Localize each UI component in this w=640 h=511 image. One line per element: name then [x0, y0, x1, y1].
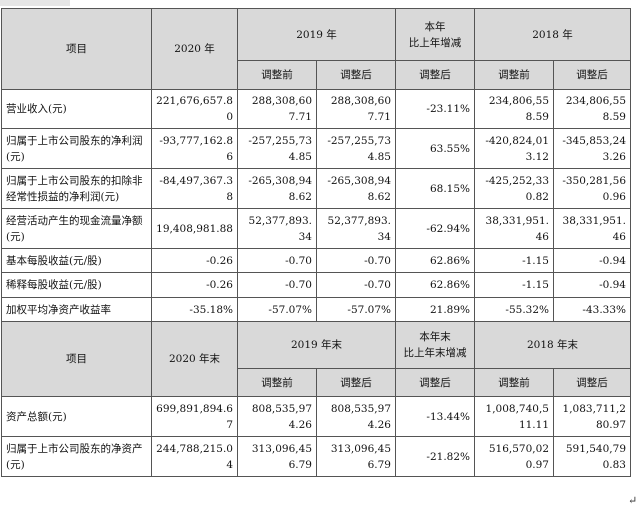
- cell-2019-before: -257,255,734.85: [237, 128, 317, 169]
- cell-2018-after: 38,331,951.46: [553, 208, 631, 249]
- cell-2018-after: -350,281,560.96: [553, 168, 631, 209]
- row-label: 加权平均净资产收益率: [1, 297, 152, 322]
- table-row: 营业收入(元) 221,676,657.80 288,308,607.71 28…: [1, 89, 631, 129]
- cell-change: 21.89%: [395, 297, 475, 322]
- cell-2018-after: 1,083,711,280.97: [553, 396, 631, 437]
- cell-2018-before: 516,570,020.97: [474, 436, 554, 477]
- top-edge-mark: [0, 0, 70, 6]
- cell-2020: 699,891,894.67: [151, 396, 238, 437]
- header-2018-before: 调整前: [474, 60, 554, 90]
- header-2019-end: 2019 年末: [237, 321, 396, 369]
- header-2019-after: 调整后: [316, 60, 396, 90]
- cell-2018-after: -43.33%: [553, 297, 631, 322]
- header-2018: 2018 年: [474, 8, 631, 61]
- cell-2018-after: -0.94: [553, 272, 631, 298]
- cell-2019-before: -0.70: [237, 248, 317, 273]
- row-label: 经营活动产生的现金流量净额(元): [1, 208, 152, 249]
- cell-2018-after: 591,540,790.83: [553, 436, 631, 477]
- section1-header-row: 项目 2020 年 2019 年 本年 比上年增减 2018 年: [1, 8, 631, 90]
- header-change-after: 调整后: [395, 368, 475, 397]
- cell-2020: 221,676,657.80: [151, 89, 238, 129]
- header-2018-before: 调整前: [474, 368, 554, 397]
- cell-2018-before: 1,008,740,511.11: [474, 396, 554, 437]
- cell-2019-after: -0.70: [316, 272, 396, 298]
- header-2020: 2020 年: [151, 8, 238, 90]
- cell-2019-after: -257,255,734.85: [316, 128, 396, 169]
- cell-2019-before: 313,096,456.79: [237, 436, 317, 477]
- cell-2018-before: -55.32%: [474, 297, 554, 322]
- table-row: 经营活动产生的现金流量净额(元) 19,408,981.88 52,377,89…: [1, 208, 631, 249]
- cell-change: 62.86%: [395, 248, 475, 273]
- paragraph-mark: ↵: [628, 494, 638, 507]
- cell-2020: -0.26: [151, 272, 238, 298]
- cell-2019-before: 52,377,893.34: [237, 208, 317, 249]
- header-change-after: 调整后: [395, 60, 475, 90]
- cell-2018-before: -425,252,330.82: [474, 168, 554, 209]
- section2-header-row: 项目 2020 年末 2019 年末 本年末 比上年末增减 2018 年末: [1, 321, 631, 397]
- cell-2019-after: -0.70: [316, 248, 396, 273]
- cell-change: -21.82%: [395, 436, 475, 477]
- header-2018-after: 调整后: [553, 368, 631, 397]
- financial-summary-table: 项目 2020 年 2019 年 本年 比上年增减 2018 年 调整前 调整后…: [1, 8, 631, 477]
- cell-2018-before: -1.15: [474, 248, 554, 273]
- header-item: 项目: [1, 321, 152, 397]
- cell-2019-after: 808,535,974.26: [316, 396, 396, 437]
- row-label: 资产总额(元): [1, 396, 152, 437]
- row-label: 稀释每股收益(元/股): [1, 272, 152, 298]
- cell-2018-after: 234,806,558.59: [553, 89, 631, 129]
- header-2018-after: 调整后: [553, 60, 631, 90]
- cell-2019-after: -265,308,948.62: [316, 168, 396, 209]
- table-row: 基本每股收益(元/股) -0.26 -0.70 -0.70 62.86% -1.…: [1, 248, 631, 273]
- row-label: 归属于上市公司股东的净利润(元): [1, 128, 152, 169]
- cell-2020: 244,788,215.04: [151, 436, 238, 477]
- cell-2018-before: -420,824,013.12: [474, 128, 554, 169]
- table-row: 加权平均净资产收益率 -35.18% -57.07% -57.07% 21.89…: [1, 297, 631, 322]
- cell-2018-before: 38,331,951.46: [474, 208, 554, 249]
- cell-2020: -35.18%: [151, 297, 238, 322]
- header-change-end: 本年末 比上年末增减: [395, 321, 475, 369]
- cell-2019-before: 808,535,974.26: [237, 396, 317, 437]
- header-item: 项目: [1, 8, 152, 90]
- header-2019: 2019 年: [237, 8, 396, 61]
- table-row: 资产总额(元) 699,891,894.67 808,535,974.26 80…: [1, 396, 631, 437]
- table-row: 稀释每股收益(元/股) -0.26 -0.70 -0.70 62.86% -1.…: [1, 272, 631, 298]
- row-label: 基本每股收益(元/股): [1, 248, 152, 273]
- cell-2018-after: -345,853,243.26: [553, 128, 631, 169]
- row-label: 归属于上市公司股东的扣除非经常性损益的净利润(元): [1, 168, 152, 209]
- table-row: 归属于上市公司股东的净利润(元) -93,777,162.86 -257,255…: [1, 128, 631, 169]
- cell-change: -62.94%: [395, 208, 475, 249]
- cell-change: 63.55%: [395, 128, 475, 169]
- cell-2018-after: -0.94: [553, 248, 631, 273]
- cell-2019-after: 288,308,607.71: [316, 89, 396, 129]
- cell-2019-after: -57.07%: [316, 297, 396, 322]
- cell-2019-after: 52,377,893.34: [316, 208, 396, 249]
- cell-2020: -93,777,162.86: [151, 128, 238, 169]
- cell-2018-before: 234,806,558.59: [474, 89, 554, 129]
- section2-subheader-row: 调整前 调整后 调整后 调整前 调整后: [2, 368, 631, 397]
- table-row: 归属于上市公司股东的扣除非经常性损益的净利润(元) -84,497,367.38…: [1, 168, 631, 209]
- table-row: 归属于上市公司股东的净资产(元) 244,788,215.04 313,096,…: [1, 436, 631, 477]
- cell-2019-after: 313,096,456.79: [316, 436, 396, 477]
- cell-2019-before: -57.07%: [237, 297, 317, 322]
- header-2019-before: 调整前: [237, 60, 317, 90]
- cell-change: -23.11%: [395, 89, 475, 129]
- cell-2020: 19,408,981.88: [151, 208, 238, 249]
- cell-change: 62.86%: [395, 272, 475, 298]
- cell-2019-before: -265,308,948.62: [237, 168, 317, 209]
- cell-change: -13.44%: [395, 396, 475, 437]
- header-2019-before: 调整前: [237, 368, 317, 397]
- header-change: 本年 比上年增减: [395, 8, 475, 61]
- header-2020-end: 2020 年末: [151, 321, 238, 397]
- header-2018-end: 2018 年末: [474, 321, 631, 369]
- cell-2019-before: 288,308,607.71: [237, 89, 317, 129]
- cell-change: 68.15%: [395, 168, 475, 209]
- cell-2020: -0.26: [151, 248, 238, 273]
- header-2019-after: 调整后: [316, 368, 396, 397]
- cell-2019-before: -0.70: [237, 272, 317, 298]
- cell-2020: -84,497,367.38: [151, 168, 238, 209]
- cell-2018-before: -1.15: [474, 272, 554, 298]
- row-label: 营业收入(元): [1, 89, 152, 129]
- section1-subheader-row: 调整前 调整后 调整后 调整前 调整后: [2, 60, 631, 90]
- row-label: 归属于上市公司股东的净资产(元): [1, 436, 152, 477]
